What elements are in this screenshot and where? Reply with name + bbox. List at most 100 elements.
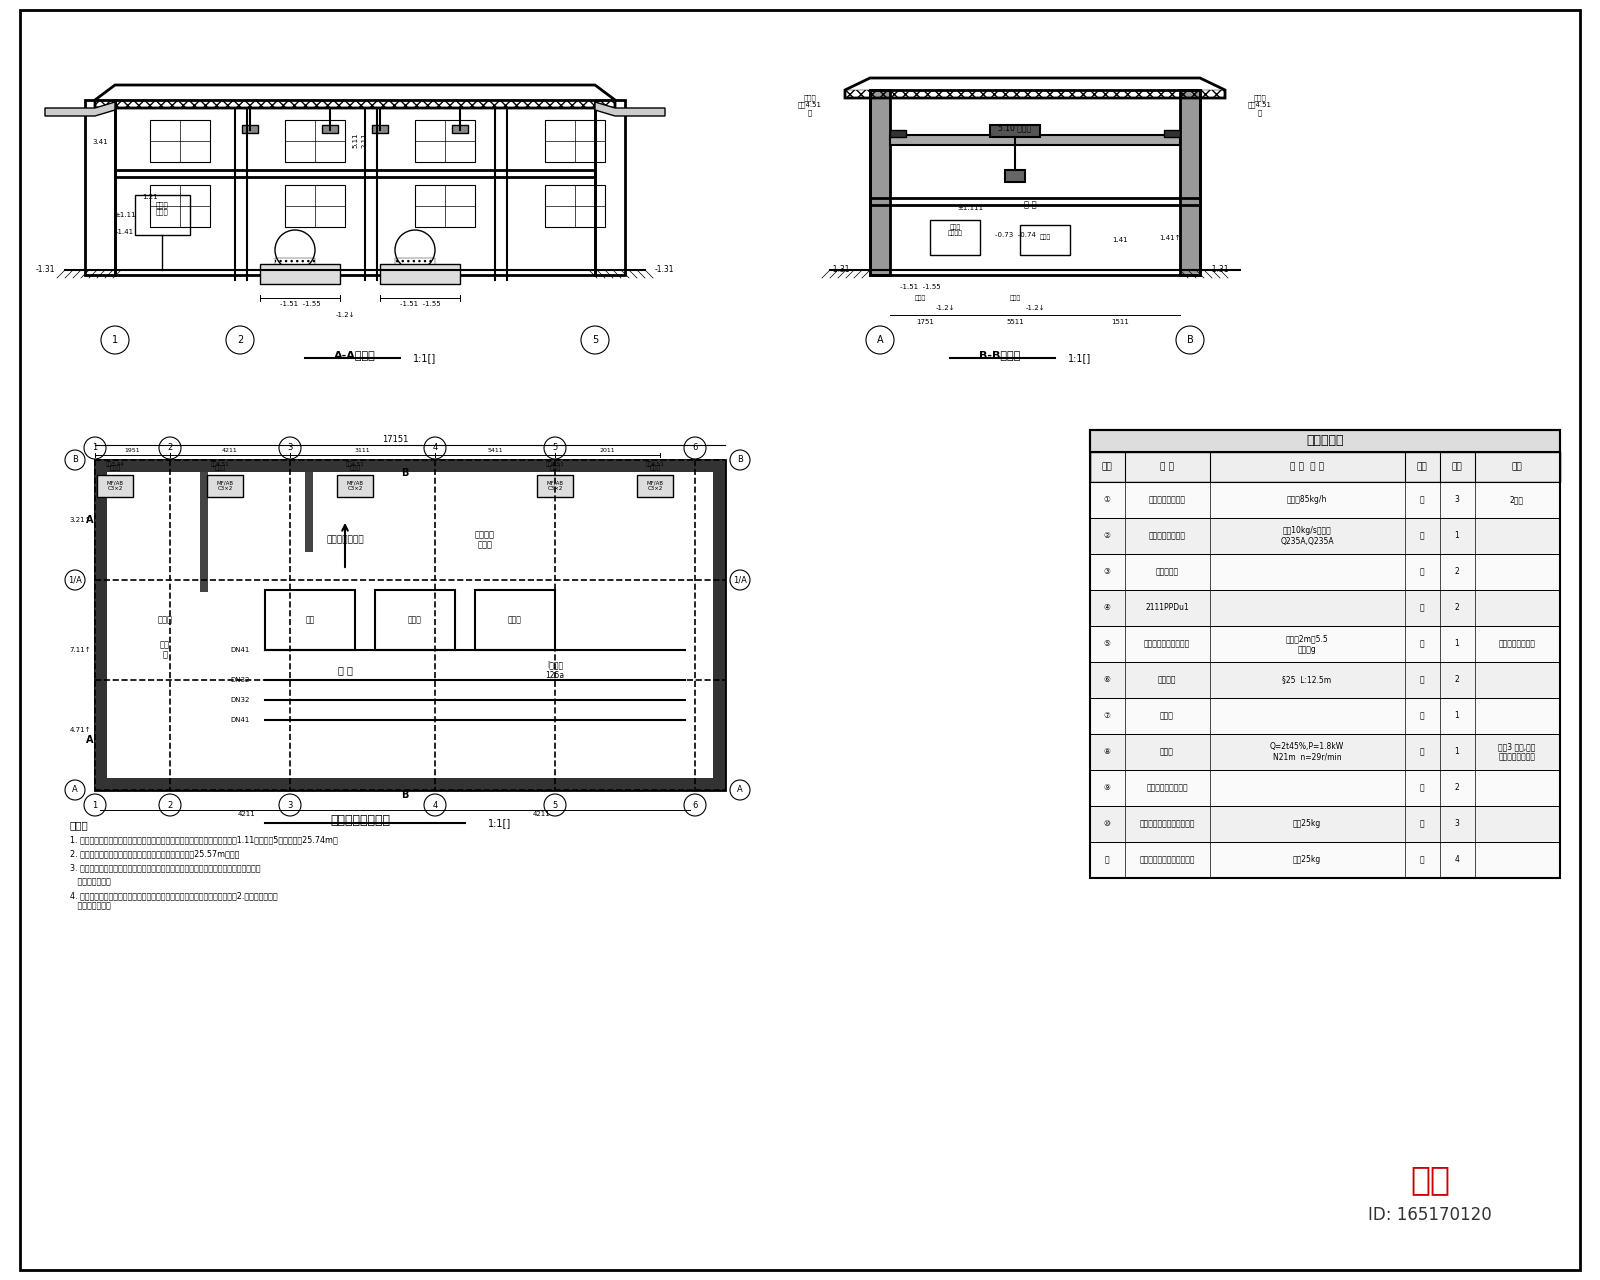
Text: 上字钢制水箱装置装配: 上字钢制水箱装置装配 [1144,640,1190,649]
Bar [1090,662,1560,698]
Text: 电磁铁: 电磁铁 [1160,712,1174,721]
Text: 3: 3 [288,443,293,453]
Bar [1165,131,1181,137]
Text: ⑦: ⑦ [1104,712,1110,721]
Text: 5: 5 [552,443,558,453]
Bar [1181,90,1200,275]
Text: 细格栅: 细格栅 [1040,234,1051,239]
Text: 1:1[]: 1:1[] [1069,353,1091,364]
Text: A: A [72,786,78,795]
Bar [98,475,133,497]
Bar [374,590,454,650]
Text: 2.11: 2.11 [362,132,368,147]
Bar [200,472,208,591]
Text: 1: 1 [1454,748,1459,756]
Text: 4. 进气排水应尽快配置，配套排气公司气体，配对应，一是排气，一是回收，2.将其他的安全。
   应当分析安装。: 4. 进气排水应尽快配置，配套排气公司气体，配对应，一是排气，一是回收，2.将其… [70,891,278,910]
Bar [870,90,1200,275]
Text: MF/AB
C3×2: MF/AB C3×2 [646,480,664,492]
Bar [1005,170,1026,182]
Text: 消尘过滤器: 消尘过滤器 [1155,567,1179,576]
Text: 出厂检测其系统装置: 出厂检测其系统装置 [1146,783,1187,792]
Bar [94,100,614,108]
Bar [94,460,725,790]
Text: DN41: DN41 [230,646,250,653]
Text: MF/AB
C3×2: MF/AB C3×2 [216,480,234,492]
Text: ±1.111: ±1.111 [957,205,982,211]
Text: -1.31: -1.31 [654,265,675,274]
Text: MF/AB
C3×2: MF/AB C3×2 [347,480,363,492]
Text: 单格除尘装置装配: 单格除尘装置装配 [1149,531,1186,540]
Bar [1021,225,1070,255]
Text: 预埋3 轨道,钢机
轨道安装整套设备: 预埋3 轨道,钢机 轨道安装整套设备 [1498,742,1536,762]
Text: -1.2↓: -1.2↓ [336,312,355,317]
Text: ⑥: ⑥ [1104,676,1110,685]
Text: -0.73  -0.74: -0.73 -0.74 [995,232,1035,238]
Text: 5.10 吊车桥: 5.10 吊车桥 [998,123,1032,133]
Text: 17151: 17151 [382,435,408,444]
Text: ②: ② [1104,531,1110,540]
Bar [381,264,461,284]
Text: 1: 1 [1454,531,1459,540]
Text: 格栅机: 格栅机 [408,616,422,625]
Bar [206,475,243,497]
Text: 4: 4 [1454,855,1459,864]
Text: 标高4.51: 标高4.51 [546,461,565,467]
Text: ⑧: ⑧ [1104,748,1110,756]
Text: 台: 台 [1419,603,1424,613]
Text: 通风机: 通风机 [549,465,560,471]
Bar [538,475,573,497]
Text: 吊车机: 吊车机 [1160,748,1174,756]
Bar [395,259,435,270]
Text: -1.41: -1.41 [115,229,134,236]
Text: 格栅机: 格栅机 [509,616,522,625]
Text: 1751: 1751 [917,319,934,325]
Bar [414,186,475,227]
Text: 标高3.44: 标高3.44 [106,461,125,467]
Text: 台: 台 [1419,640,1424,649]
Text: 通风机: 通风机 [349,465,360,471]
Text: 3.21↑: 3.21↑ [69,517,91,524]
Text: 4.71↑: 4.71↑ [69,727,91,733]
Text: 1.41: 1.41 [1112,237,1128,243]
Bar [546,120,605,163]
Text: A-A剖面图: A-A剖面图 [334,349,376,360]
Text: DN32: DN32 [230,698,250,703]
Bar [890,131,906,137]
Text: 1.21: 1.21 [142,195,158,200]
Text: 备注: 备注 [1512,462,1522,471]
Text: -1.51  -1.55: -1.51 -1.55 [400,301,440,307]
Text: 格栅: 格栅 [306,616,315,625]
Text: 7.11↑: 7.11↑ [69,646,91,653]
Text: 1: 1 [93,800,98,809]
Text: 通风机
标高4.51
机: 通风机 标高4.51 机 [1248,95,1272,116]
Bar [94,460,725,472]
Text: 上下管道共同。: 上下管道共同。 [70,877,110,886]
Text: 重量25kg: 重量25kg [1293,855,1322,864]
Bar [1090,452,1560,483]
Text: 处理量85kg/h: 处理量85kg/h [1286,495,1326,504]
Text: ⑤: ⑤ [1104,640,1110,649]
Text: 重量25kg: 重量25kg [1293,819,1322,828]
Text: 值班室: 值班室 [157,616,173,625]
Text: A: A [86,515,94,525]
Text: A: A [86,735,94,745]
Bar [94,460,107,790]
Text: 通风机
标高4.51
机: 通风机 标高4.51 机 [798,95,822,116]
Bar [453,125,467,133]
Text: 标高4.51: 标高4.51 [646,461,664,467]
Text: 台: 台 [1419,567,1424,576]
Text: 1: 1 [1454,712,1459,721]
Text: 2. 管道安装完毕后将其内部灰尘清扫净，主设备检测次数25.57m以下。: 2. 管道安装完毕后将其内部灰尘清扫净，主设备检测次数25.57m以下。 [70,849,240,858]
Text: 数量: 数量 [1451,462,1462,471]
Text: §25  L:12.5m: §25 L:12.5m [1283,676,1331,685]
Text: 2: 2 [168,800,173,809]
Text: 6: 6 [693,443,698,453]
Text: DN32: DN32 [230,677,250,684]
Text: 粗格栅: 粗格栅 [914,296,926,301]
Bar [475,590,555,650]
Bar [134,195,190,236]
Text: -1.31: -1.31 [1210,265,1229,274]
Text: 泵房设备表: 泵房设备表 [1306,434,1344,448]
Text: ①: ① [1104,495,1110,504]
Text: 5411: 5411 [486,448,502,453]
